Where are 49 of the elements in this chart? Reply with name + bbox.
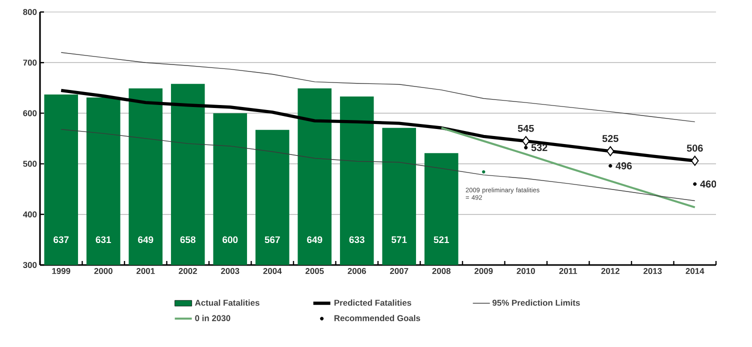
legend-label: Recommended Goals xyxy=(334,314,420,322)
x-tick-label: 2007 xyxy=(390,268,408,274)
legend-label: Actual Fatalities xyxy=(195,300,260,306)
x-tick-label: 2013 xyxy=(644,268,662,274)
data-label: 649 xyxy=(307,236,322,244)
y-tick-label: 400 xyxy=(22,211,37,218)
data-label: 532 xyxy=(531,144,548,152)
x-tick-label: 2003 xyxy=(221,268,240,274)
x-tick-label: 2012 xyxy=(601,268,620,274)
data-label: 600 xyxy=(222,236,238,244)
data-label: 496 xyxy=(616,162,632,170)
point xyxy=(524,146,528,150)
x-tick-label: 2014 xyxy=(686,268,704,274)
x-tick-label: 2008 xyxy=(432,268,451,274)
data-label: 571 xyxy=(392,236,407,244)
data-label: 637 xyxy=(54,236,69,244)
data-label: 521 xyxy=(434,236,450,244)
y-tick-label: 500 xyxy=(23,160,37,167)
x-tick-label: 1999 xyxy=(52,268,70,274)
point xyxy=(606,146,614,156)
y-tick-label: 300 xyxy=(23,262,37,268)
x-tick-label: 2011 xyxy=(559,268,578,274)
data-label: 460 xyxy=(700,180,716,188)
legend-label: 95% Prediction Limits xyxy=(492,300,580,306)
x-tick-label: 2006 xyxy=(348,268,366,274)
x-tick-label: 2009 xyxy=(474,268,493,274)
data-label: 567 xyxy=(264,236,280,244)
point xyxy=(693,182,697,186)
data-label: 633 xyxy=(349,236,364,244)
x-tick-label: 2010 xyxy=(516,268,535,274)
point xyxy=(608,164,612,168)
legend-label: 0 in 2030 xyxy=(195,314,230,322)
data-label: 545 xyxy=(518,124,534,132)
point xyxy=(691,156,699,166)
x-tick-label: 2005 xyxy=(306,268,324,274)
data-label: 631 xyxy=(96,236,112,244)
x-tick-label: 2004 xyxy=(263,268,282,274)
data-label: 658 xyxy=(180,236,196,244)
data-label: 649 xyxy=(138,236,154,244)
x-tick-label: 2000 xyxy=(94,268,112,274)
x-tick-label: 2001 xyxy=(136,268,155,274)
point xyxy=(522,136,530,146)
x-tick-label: 2002 xyxy=(178,268,197,274)
data-label: 506 xyxy=(686,144,703,152)
y-tick-label: 800 xyxy=(23,9,37,15)
y-tick-label: 600 xyxy=(23,110,37,116)
y-tick-label: 700 xyxy=(23,60,37,66)
data-label: 525 xyxy=(602,135,618,142)
legend-label: Predicted Fatalities xyxy=(334,300,412,306)
